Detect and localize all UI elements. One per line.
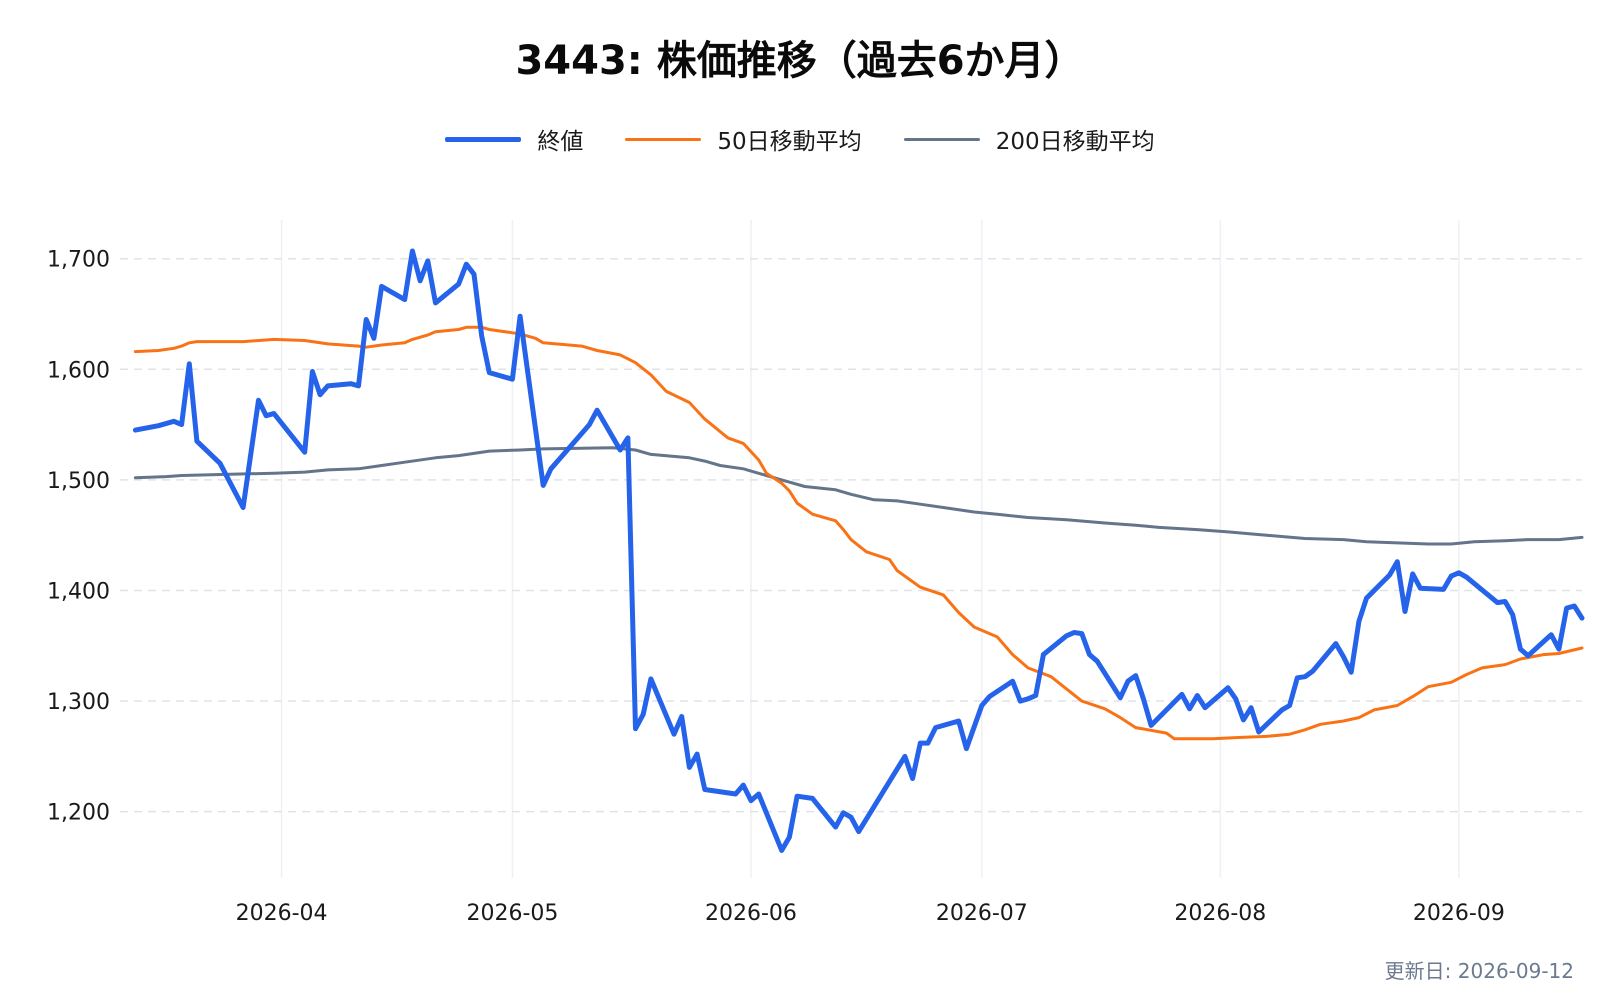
x-tick-label: 2026-04 bbox=[236, 901, 328, 926]
ma50-line[interactable] bbox=[133, 325, 1584, 741]
chart-title: 3443: 株価推移（過去6か月） bbox=[515, 38, 1085, 84]
legend-item-ma50[interactable]: 50日移動平均 bbox=[625, 122, 862, 156]
x-tick-label: 2026-08 bbox=[1174, 901, 1266, 926]
x-tick-label: 2026-09 bbox=[1413, 901, 1505, 926]
close-price-line[interactable] bbox=[132, 248, 1585, 853]
x-tick-label: 2026-06 bbox=[705, 901, 797, 926]
legend-swatch-ma50 bbox=[625, 137, 702, 141]
y-tick-label: 1,400 bbox=[47, 579, 110, 604]
x-axis: 2026-04 2026-05 2026-06 2026-07 2026-08 2026-… bbox=[236, 901, 1505, 926]
legend-item-ma200[interactable]: 200日移動平均 bbox=[903, 122, 1155, 156]
legend-item-close[interactable]: 終値 bbox=[445, 122, 583, 156]
updated-date-label: 更新日: 2026-09-12 bbox=[1384, 959, 1574, 983]
legend-label-ma200: 200日移動平均 bbox=[995, 129, 1155, 155]
vertical-gridlines bbox=[280, 220, 1460, 878]
horizontal-gridlines bbox=[120, 257, 1582, 813]
legend-swatch-ma200 bbox=[903, 137, 980, 141]
legend-label-ma50: 50日移動平均 bbox=[717, 129, 862, 155]
x-tick-label: 2026-05 bbox=[466, 901, 558, 926]
x-tick-label: 2026-07 bbox=[936, 901, 1028, 926]
ma200-line[interactable] bbox=[133, 446, 1584, 546]
series-lines bbox=[132, 248, 1585, 853]
legend-label-close: 終値 bbox=[537, 129, 584, 155]
y-axis: 1,200 1,300 1,400 1,500 1,600 1,700 bbox=[47, 248, 110, 826]
y-tick-label: 1,500 bbox=[47, 469, 110, 494]
y-tick-label: 1,300 bbox=[47, 690, 110, 715]
y-tick-label: 1,200 bbox=[47, 801, 110, 826]
legend-swatch-close bbox=[445, 136, 522, 142]
y-tick-label: 1,600 bbox=[47, 358, 110, 383]
y-tick-label: 1,700 bbox=[47, 248, 110, 273]
chart-legend: 終値 50日移動平均 200日移動平均 bbox=[0, 122, 1600, 156]
